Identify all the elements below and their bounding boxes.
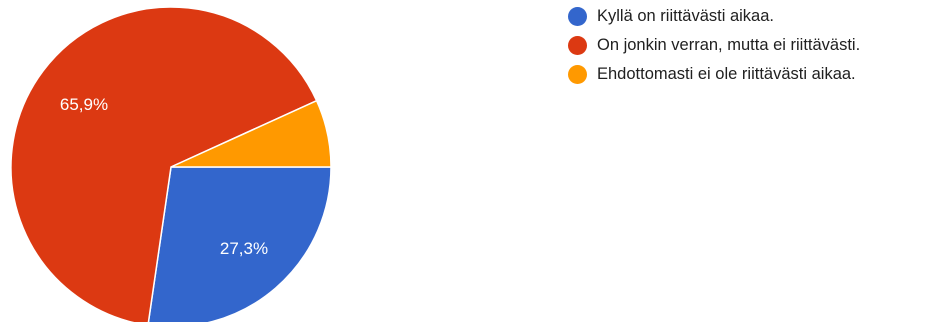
chart-legend: Kyllä on riittävästi aikaa. On jonkin ve… bbox=[568, 6, 860, 93]
pie-slice-3[interactable] bbox=[170, 99, 332, 168]
legend-item-3[interactable]: Ehdottomasti ei ole riittävästi aikaa. bbox=[568, 64, 860, 85]
legend-item-2[interactable]: On jonkin verran, mutta ei riittävästi. bbox=[568, 35, 860, 56]
legend-label-3: Ehdottomasti ei ole riittävästi aikaa. bbox=[597, 65, 856, 83]
pie-slice-2[interactable] bbox=[10, 6, 318, 322]
legend-label-2: On jonkin verran, mutta ei riittävästi. bbox=[597, 36, 861, 54]
legend-swatch-2 bbox=[568, 36, 587, 55]
legend-swatch-3 bbox=[568, 65, 587, 84]
legend-label-1: Kyllä on riittävästi aikaa. bbox=[597, 7, 774, 25]
legend-swatch-1 bbox=[568, 7, 587, 26]
slice-label-1: 27,3% bbox=[220, 239, 268, 258]
legend-item-1[interactable]: Kyllä on riittävästi aikaa. bbox=[568, 6, 860, 27]
pie-slices bbox=[10, 6, 332, 322]
pie-slice-1[interactable] bbox=[147, 166, 332, 322]
pie-labels: 27,3% 65,9% bbox=[60, 95, 268, 258]
slice-label-2: 65,9% bbox=[60, 95, 108, 114]
